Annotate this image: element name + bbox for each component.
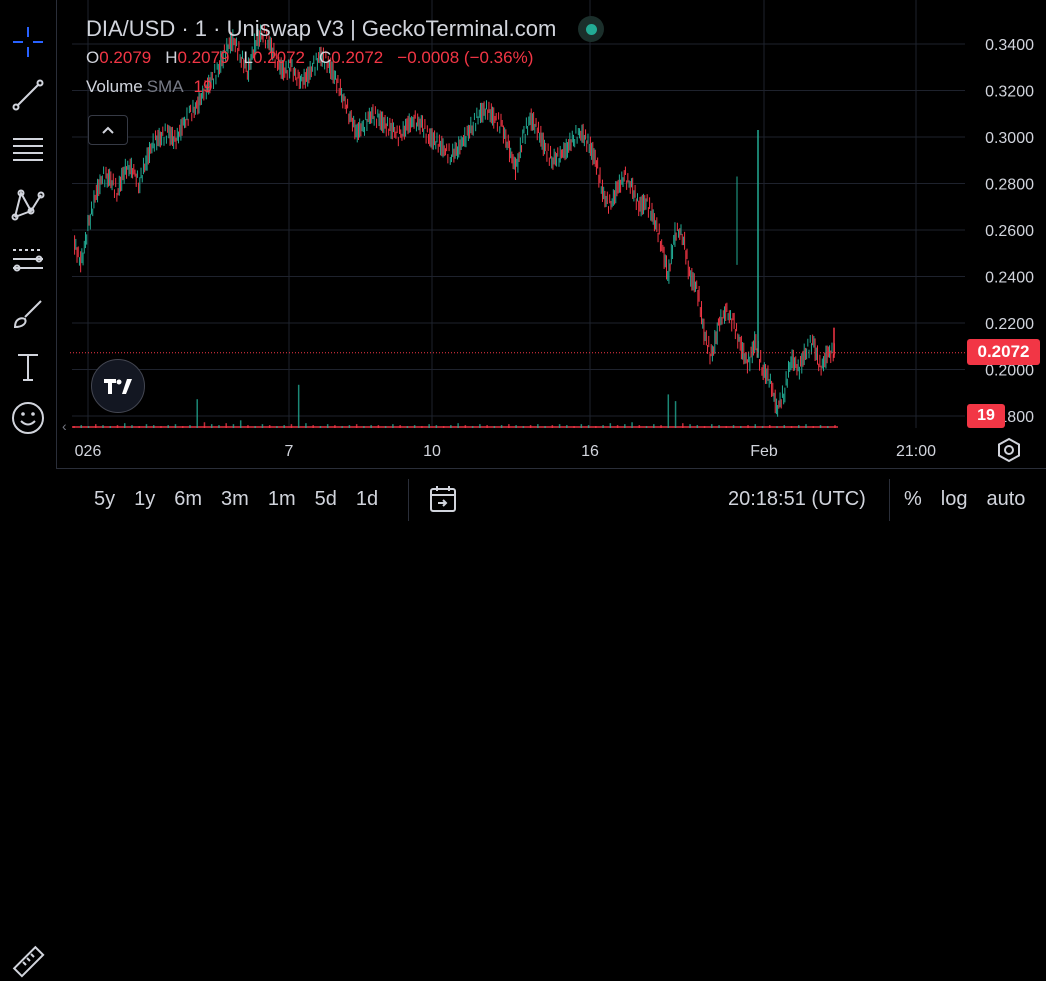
auto-scale-toggle[interactable]: auto [986, 488, 1026, 510]
x-tick-label: 7 [285, 443, 294, 460]
trend-line-icon[interactable] [6, 73, 50, 117]
grid [72, 0, 965, 428]
y-tick-label: 0.3200 [985, 84, 1034, 101]
toolbar-divider [56, 0, 57, 468]
y-tick-label: 0.3400 [985, 37, 1034, 54]
symbol-title[interactable]: DIA/USD · 1 · Uniswap V3 | GeckoTerminal… [86, 16, 557, 41]
x-tick-label: Feb [750, 443, 778, 460]
last-price-badge: 0.2072 [967, 339, 1040, 365]
scroll-left-icon[interactable]: ‹ [62, 418, 67, 434]
utc-clock[interactable]: 20:18:51 (UTC) [728, 488, 866, 510]
pattern-icon[interactable] [6, 182, 50, 226]
log-scale-toggle[interactable]: log [940, 488, 968, 510]
chart-legend: DIA/USD · 1 · Uniswap V3 | GeckoTerminal… [86, 16, 605, 97]
volume-legend: Volume SMA 19 [86, 77, 213, 96]
settings-icon[interactable] [996, 437, 1022, 463]
y-tick-label: 0.2400 [985, 270, 1034, 287]
chevron-up-icon [102, 126, 114, 134]
time-axis: 026 7 10 16 Feb 21:00 [75, 443, 936, 460]
volume-badge: 19 [967, 404, 1005, 428]
text-icon[interactable] [6, 345, 50, 389]
volume-bars [72, 384, 838, 428]
fib-retracement-icon[interactable] [6, 128, 50, 172]
y-tick-label: 0.2800 [985, 177, 1034, 194]
bottom-divider [56, 468, 1046, 469]
x-tick-label: 21:00 [896, 443, 936, 460]
range-1d[interactable]: 1d [355, 488, 379, 510]
ohlc-values: O0.2079 H0.2079 L0.2072 C0.2072 −0.0008 … [86, 48, 534, 67]
y-tick-label: 0.2600 [985, 223, 1034, 240]
brush-icon[interactable] [6, 292, 50, 336]
range-5y[interactable]: 5y [94, 488, 116, 510]
x-tick-label: 026 [75, 443, 102, 460]
x-tick-label: 16 [581, 443, 599, 460]
tradingview-logo-icon [104, 379, 132, 394]
price-chart[interactable]: 0.3400 0.3200 0.3000 0.2800 0.2600 0.2400 0.22… [0, 0, 1046, 468]
collapse-legend-button[interactable] [88, 115, 128, 145]
percent-scale-toggle[interactable]: % [904, 488, 922, 510]
range-selector: 5y 1y 6m 3m 1m 5d 1d [94, 488, 397, 511]
range-1m[interactable]: 1m [267, 488, 296, 510]
range-5d[interactable]: 5d [314, 488, 337, 510]
bottom-toolbar: 5y 1y 6m 3m 1m 5d 1d 20:18:51 (UTC) % lo… [0, 469, 1046, 978]
range-3m[interactable]: 3m [221, 488, 249, 510]
scale-options: % log auto [904, 488, 1044, 511]
go-to-date-icon[interactable] [428, 484, 458, 514]
x-tick-label: 10 [423, 443, 441, 460]
range-divider [408, 479, 409, 521]
y-tick-label: 0.3000 [985, 130, 1034, 147]
range-6m[interactable]: 6m [174, 488, 203, 510]
price-series [74, 23, 835, 417]
range-1y[interactable]: 1y [134, 488, 156, 510]
crosshair-icon[interactable] [6, 20, 50, 64]
forecast-icon[interactable] [6, 237, 50, 281]
ruler-icon[interactable] [10, 943, 48, 981]
y-tick-label: 0.2000 [985, 363, 1034, 380]
price-change: −0.0008 (−0.36%) [397, 48, 534, 67]
market-status-icon [578, 16, 605, 42]
y-tick-label: 0.2200 [985, 316, 1034, 333]
price-axis: 0.3400 0.3200 0.3000 0.2800 0.2600 0.2400 0.22… [985, 37, 1034, 426]
tradingview-logo[interactable] [91, 359, 145, 413]
options-divider [889, 479, 890, 521]
drawing-toolbar [0, 0, 56, 529]
emoji-icon[interactable] [6, 396, 50, 440]
